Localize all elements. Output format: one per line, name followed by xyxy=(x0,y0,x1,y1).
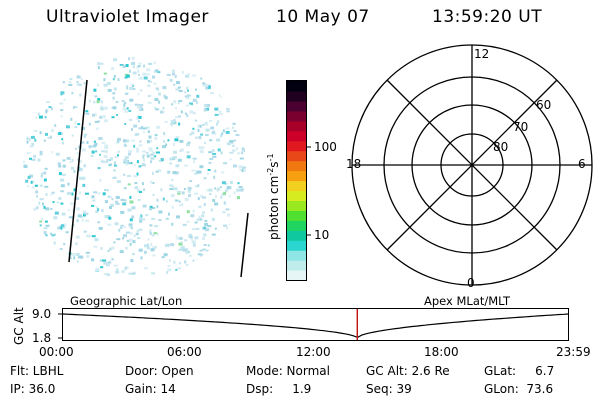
colorbar-segment xyxy=(287,160,306,172)
timeline-frame xyxy=(62,308,569,341)
colorbar-segment xyxy=(287,140,306,152)
colorbar-segment xyxy=(287,120,306,132)
colorbar-segment xyxy=(287,130,306,142)
colorbar-segment xyxy=(287,220,306,231)
colorbar-segment xyxy=(287,190,306,201)
colorbar-segment xyxy=(287,90,306,102)
colorbar-segment xyxy=(287,170,306,182)
seq-status: Seq: 39 xyxy=(366,382,412,396)
limb-line-left xyxy=(68,79,88,263)
filter-status: Flt: LBHL xyxy=(10,364,64,378)
geographic-coord-title: Geographic Lat/Lon xyxy=(70,294,183,308)
ip-status: IP: 36.0 xyxy=(10,382,56,396)
limb-line-right xyxy=(240,212,249,278)
colorbar-segment xyxy=(287,100,306,112)
colorbar-segment xyxy=(287,110,306,122)
time-tick-2: 12:00 xyxy=(296,345,331,359)
auroral-intensity-speckles xyxy=(23,56,246,277)
apex-coord-title: Apex MLat/MLT xyxy=(424,294,511,308)
alt-low-label: 1.8 xyxy=(32,331,52,345)
colorbar-segment xyxy=(287,230,306,241)
mlt-0-label: 0 xyxy=(467,276,475,290)
mlt-6-label: 6 xyxy=(578,157,586,171)
colorbar-segment xyxy=(287,200,306,211)
colorbar-segment xyxy=(287,270,306,281)
colorbar-segment xyxy=(287,180,306,192)
dsp-status: Dsp: 1.9 xyxy=(246,382,312,396)
mlt-18-label: 18 xyxy=(346,157,362,171)
gain-status: Gain: 14 xyxy=(125,382,176,396)
instrument-title: Ultraviolet Imager xyxy=(46,7,209,27)
observation-time: 13:59:20 UT xyxy=(432,7,543,27)
time-tick-1: 06:00 xyxy=(167,345,202,359)
gc-alt-status: GC Alt: 2.6 Re xyxy=(366,364,450,378)
lat-70-label: 70 xyxy=(513,120,529,134)
glat-status: GLat: 6.7 xyxy=(484,364,555,378)
observation-date: 10 May 07 xyxy=(276,7,370,27)
colorbar-segment xyxy=(287,150,306,162)
colorbar-segment xyxy=(287,240,306,251)
colorbar-segment xyxy=(287,81,306,92)
lat-60-label: 60 xyxy=(536,98,552,112)
gc-altitude-curve xyxy=(62,313,569,339)
meridian-diagonal-b xyxy=(386,79,558,251)
glon-status: GLon: 73.6 xyxy=(484,382,554,396)
colorbar-tick-100: 100 xyxy=(314,140,337,154)
time-tick-0: 00:00 xyxy=(39,345,74,359)
mode-status: Mode: Normal xyxy=(246,364,330,378)
mlt-12-label: 12 xyxy=(474,47,490,61)
colorbar-segment xyxy=(287,210,306,221)
lat-80-label: 80 xyxy=(493,140,509,154)
alt-high-label: 9.0 xyxy=(32,307,52,321)
colorbar-tick-10: 10 xyxy=(314,228,330,242)
timeline-axis-label: GC Alt xyxy=(12,307,26,345)
colorbar-segment xyxy=(287,260,306,271)
door-status: Door: Open xyxy=(125,364,194,378)
time-tick-3: 18:00 xyxy=(424,345,459,359)
colorbar-segment xyxy=(287,250,306,261)
time-tick-4: 23:59 xyxy=(556,345,591,359)
